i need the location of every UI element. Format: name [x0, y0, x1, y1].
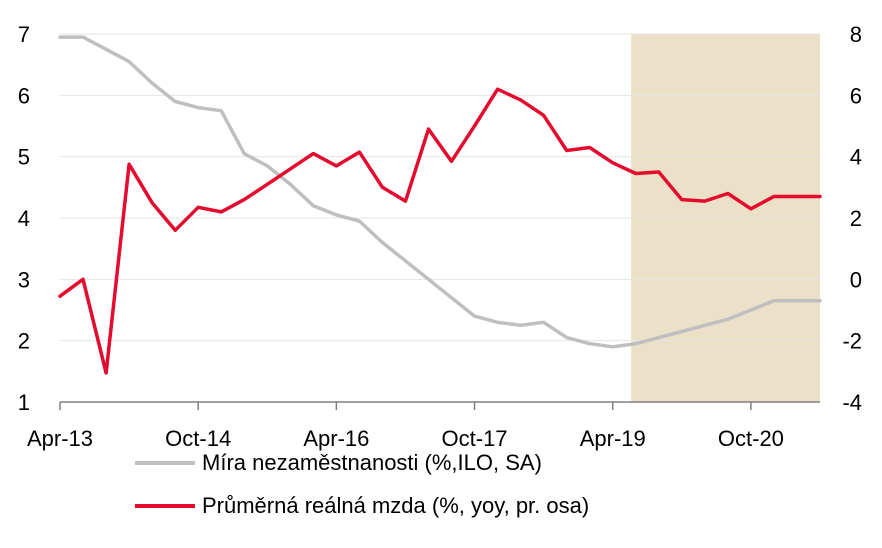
y-left-tick-label: 1 [18, 390, 30, 415]
y-left-tick-label: 3 [18, 267, 30, 292]
x-tick-label: Apr-13 [27, 426, 93, 451]
legend-label-1: Míra nezaměstnanosti (%,ILO, SA) [202, 450, 542, 475]
x-tick-label: Oct-17 [442, 426, 508, 451]
x-tick-label: Apr-19 [580, 426, 646, 451]
y-left-tick-label: 6 [18, 83, 30, 108]
y-right-tick-label: 8 [850, 22, 862, 47]
y-left-tick-label: 7 [18, 22, 30, 47]
y-right-tick-label: 2 [850, 206, 862, 231]
y-right-tick-label: 6 [850, 83, 862, 108]
series-line-2 [58, 87, 822, 375]
series-line-1 [58, 35, 822, 349]
x-tick-label: Oct-14 [165, 426, 231, 451]
y-right-tick-label: -2 [842, 329, 862, 354]
legend-label-2: Průměrná reálná mzda (%, yoy, pr. osa) [202, 493, 589, 518]
y-left-tick-label: 2 [18, 329, 30, 354]
y-left-tick-label: 5 [18, 145, 30, 170]
y-right-tick-label: 0 [850, 267, 862, 292]
x-tick-label: Oct-20 [718, 426, 784, 451]
y-left-tick-label: 4 [18, 206, 30, 231]
y-right-tick-label: 4 [850, 145, 862, 170]
y-right-tick-label: -4 [842, 390, 862, 415]
x-tick-label: Apr-16 [303, 426, 369, 451]
